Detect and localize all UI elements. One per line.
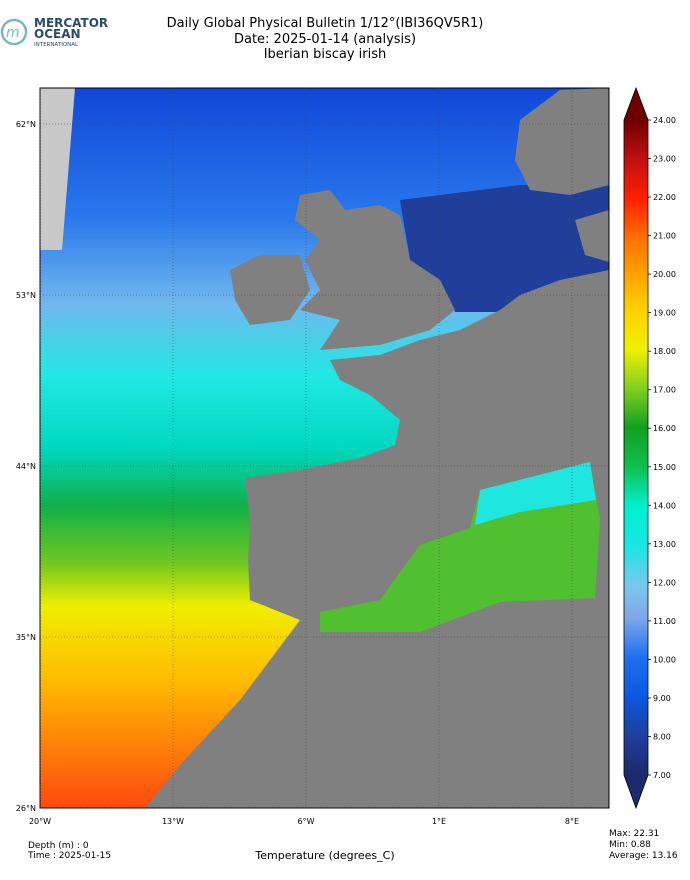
mediterranean-north (475, 462, 596, 525)
lon-tick-label: 20°W (29, 817, 51, 826)
logo-text: OCEAN (34, 27, 81, 41)
lat-tick-label: 35°N (16, 633, 36, 642)
colorbar-tick-label: 20.00 (653, 270, 676, 279)
variable: Temperature (degrees_C) (254, 849, 394, 862)
colorbar-tick-label: 14.00 (653, 501, 676, 510)
colorbar-tick-label: 7.00 (653, 771, 671, 780)
lat-tick-label: 26°N (16, 804, 36, 813)
colorbar-tick-label: 18.00 (653, 347, 676, 356)
title: Daily Global Physical Bulletin 1/12°(IBI… (167, 16, 484, 31)
colorbar-ramp (624, 120, 648, 775)
colorbar-tick-label: 21.00 (653, 232, 676, 241)
time: Time : 2025-01-15 (27, 851, 111, 861)
lon-tick-label: 1°E (432, 817, 446, 826)
lat-tick-label: 44°N (16, 462, 36, 471)
colorbar-tick-label: 12.00 (653, 578, 676, 587)
depth: Depth (m) : 0 (28, 841, 89, 851)
colorbar-tick-label: 23.00 (653, 155, 676, 164)
denmark (575, 210, 609, 262)
ireland (230, 255, 310, 325)
min: Min: 0.88 (609, 840, 651, 850)
region: Iberian biscay irish (264, 47, 387, 62)
colorbar-tick-label: 9.00 (653, 694, 671, 703)
britain (295, 190, 455, 350)
lon-tick-label: 6°W (298, 817, 315, 826)
lat-tick-label: 53°N (16, 291, 36, 300)
colorbar-extend (624, 775, 648, 808)
colorbar-tick-label: 16.00 (653, 424, 676, 433)
average: Average: 13.16 (609, 851, 678, 861)
map (39, 87, 610, 809)
colorbar-tick-label: 22.00 (653, 193, 676, 202)
logo-text: INTERNATIONAL (34, 42, 79, 48)
colorbar-tick-label: 24.00 (653, 116, 676, 125)
logo: m MERCATOR OCEAN INTERNATIONAL (0, 16, 108, 48)
colorbar (623, 86, 649, 810)
colorbar-tick-label: 19.00 (653, 309, 676, 318)
colorbar-tick-label: 17.00 (653, 386, 676, 395)
colorbar-tick-label: 10.00 (653, 655, 676, 664)
svg-text:m: m (6, 25, 20, 41)
date: Date: 2025-01-14 (analysis) (234, 32, 416, 47)
colorbar-tick-label: 15.00 (653, 463, 676, 472)
land (145, 270, 609, 808)
colorbar-tick-label: 8.00 (653, 732, 671, 741)
lon-tick-label: 13°W (162, 817, 184, 826)
north-sea (400, 185, 609, 312)
norway (515, 88, 609, 195)
lat-tick-label: 62°N (16, 120, 36, 129)
no-data (40, 88, 75, 250)
colorbar-tick-label: 13.00 (653, 540, 676, 549)
colorbar-extend (624, 88, 648, 120)
max: Max: 22.31 (609, 829, 659, 839)
lon-tick-label: 8°E (565, 817, 579, 826)
logo-text: MERCATOR (34, 16, 108, 30)
colorbar-tick-label: 11.00 (653, 617, 676, 626)
